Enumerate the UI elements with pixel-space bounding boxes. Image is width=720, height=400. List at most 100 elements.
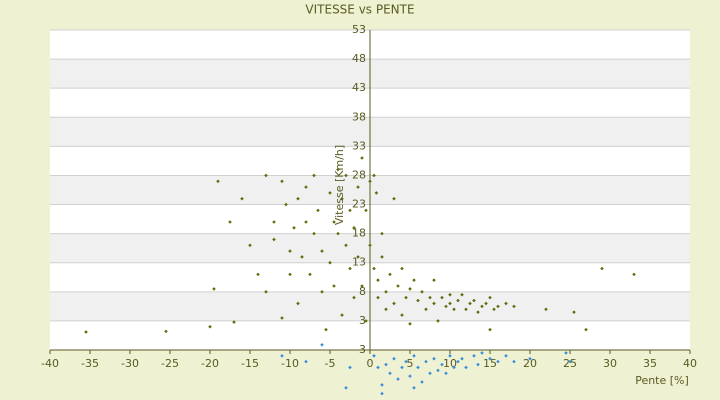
data-point bbox=[344, 243, 348, 248]
data-point bbox=[428, 295, 432, 300]
y-tick-label: 23 bbox=[352, 198, 366, 211]
y-tick-label: 18 bbox=[352, 227, 366, 240]
data-point bbox=[296, 301, 300, 306]
data-point bbox=[460, 356, 464, 361]
data-point bbox=[84, 330, 88, 334]
data-point bbox=[464, 365, 468, 370]
data-point bbox=[360, 284, 364, 288]
data-point bbox=[488, 295, 492, 300]
data-point bbox=[384, 307, 388, 312]
y-axis-title: Vitesse [Km/h] bbox=[333, 145, 346, 225]
data-point bbox=[316, 208, 320, 213]
data-point bbox=[528, 356, 532, 361]
data-point bbox=[340, 313, 344, 317]
data-point bbox=[208, 324, 212, 329]
data-point bbox=[436, 319, 440, 323]
data-point bbox=[352, 295, 356, 300]
x-tick-label: 40 bbox=[683, 357, 697, 370]
data-point bbox=[392, 196, 396, 201]
data-point bbox=[444, 371, 448, 376]
data-point bbox=[272, 220, 276, 224]
data-point bbox=[600, 266, 604, 271]
data-point bbox=[352, 226, 356, 230]
data-point bbox=[432, 356, 436, 361]
x-tick-label: -15 bbox=[241, 357, 259, 370]
data-point bbox=[436, 368, 440, 373]
data-point bbox=[388, 272, 392, 277]
data-point bbox=[440, 362, 444, 367]
x-tick-label: -40 bbox=[41, 357, 59, 370]
data-point bbox=[424, 307, 428, 312]
data-point bbox=[216, 179, 220, 184]
data-point bbox=[324, 327, 328, 332]
data-point bbox=[280, 316, 284, 320]
data-point bbox=[364, 208, 368, 213]
data-point bbox=[440, 295, 444, 300]
data-point bbox=[400, 313, 404, 317]
data-point bbox=[488, 356, 492, 361]
data-point bbox=[504, 354, 508, 358]
data-point bbox=[380, 391, 384, 396]
data-point bbox=[308, 272, 312, 277]
y-tick-label: 13 bbox=[352, 256, 366, 269]
data-point bbox=[444, 304, 448, 309]
data-point bbox=[248, 243, 252, 248]
data-point bbox=[374, 191, 379, 195]
data-point bbox=[384, 362, 388, 367]
data-point bbox=[344, 173, 348, 178]
x-tick-label: -35 bbox=[81, 357, 99, 370]
data-point bbox=[480, 351, 484, 355]
data-point bbox=[400, 266, 404, 271]
x-tick-label: 25 bbox=[563, 357, 577, 370]
data-point bbox=[320, 342, 324, 347]
data-point bbox=[388, 371, 392, 376]
x-tick-label: 0 bbox=[367, 357, 374, 370]
data-point bbox=[304, 220, 308, 224]
data-point bbox=[432, 278, 436, 282]
data-point bbox=[420, 290, 424, 294]
data-point bbox=[496, 304, 500, 309]
y-tick-label: 8 bbox=[359, 285, 366, 298]
x-tick-label: 15 bbox=[483, 357, 497, 370]
data-point bbox=[456, 359, 460, 364]
data-point bbox=[348, 266, 352, 271]
data-point bbox=[392, 356, 396, 361]
x-tick-label: -20 bbox=[201, 357, 219, 370]
data-point bbox=[320, 249, 324, 253]
data-point bbox=[404, 295, 408, 300]
data-point bbox=[492, 307, 496, 312]
data-point bbox=[336, 167, 340, 172]
data-point bbox=[480, 304, 484, 309]
data-point bbox=[632, 272, 636, 277]
data-point bbox=[420, 380, 424, 384]
data-point bbox=[412, 386, 416, 390]
data-point bbox=[428, 371, 432, 376]
data-point bbox=[572, 310, 576, 314]
data-point bbox=[416, 298, 420, 303]
data-point bbox=[280, 179, 284, 184]
data-point bbox=[340, 196, 344, 201]
x-axis-title: Pente [%] bbox=[635, 374, 689, 387]
data-point bbox=[380, 231, 384, 236]
data-point bbox=[284, 202, 288, 207]
x-tick-label: 20 bbox=[523, 357, 537, 370]
data-point bbox=[280, 354, 284, 358]
y-tick-label: 48 bbox=[352, 52, 366, 65]
data-point bbox=[336, 231, 340, 236]
data-point bbox=[484, 301, 488, 306]
data-point bbox=[348, 365, 352, 370]
data-point bbox=[412, 354, 416, 358]
data-point bbox=[264, 290, 268, 294]
y-tick-label: 3 bbox=[359, 314, 366, 327]
x-tick-label: 5 bbox=[407, 357, 414, 370]
data-point bbox=[392, 301, 396, 306]
data-point bbox=[288, 249, 292, 253]
data-point bbox=[356, 255, 360, 259]
data-point bbox=[472, 298, 476, 303]
data-point bbox=[464, 307, 468, 312]
y-tick-label: 43 bbox=[352, 81, 366, 94]
data-point bbox=[400, 365, 404, 370]
data-point bbox=[164, 329, 168, 334]
data-point bbox=[432, 301, 436, 306]
